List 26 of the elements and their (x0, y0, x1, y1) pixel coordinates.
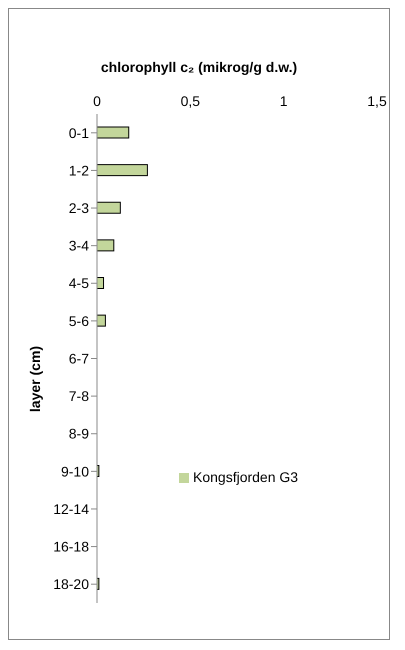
bar (97, 314, 106, 327)
y-tick-label: 0-1 (68, 124, 90, 141)
y-tick-label: 1-2 (68, 162, 90, 178)
x-tick-label: 1 (280, 93, 288, 109)
legend-label: Kongsfjorden G3 (193, 469, 298, 485)
bar (97, 126, 130, 138)
y-tick-label: 5-6 (68, 312, 90, 329)
x-tick-label: 0 (93, 93, 102, 109)
bar (97, 202, 121, 214)
y-tick-label: 7-8 (68, 388, 90, 404)
x-tick-label: 1,5 (367, 93, 387, 109)
chart-title: chlorophyll c₂ (mikrog/g d.w.) (100, 59, 298, 77)
bar (97, 239, 114, 252)
bar (97, 164, 148, 176)
y-axis-title: layer (cm) (27, 346, 43, 412)
y-tick-label: 18-20 (53, 576, 90, 592)
x-tick-label: 0,5 (180, 93, 200, 109)
y-tick-label: 2-3 (68, 200, 90, 216)
bar (97, 276, 104, 289)
y-tick-label: 3-4 (68, 238, 90, 254)
y-tick-label: 4-5 (68, 275, 90, 292)
y-tick-label: 9-10 (60, 463, 90, 480)
y-tick-label: 8-9 (68, 426, 90, 442)
y-tick-label: 16-18 (53, 538, 90, 555)
y-tick-label: 12-14 (53, 500, 90, 517)
y-tick-label: 6-7 (68, 350, 90, 366)
